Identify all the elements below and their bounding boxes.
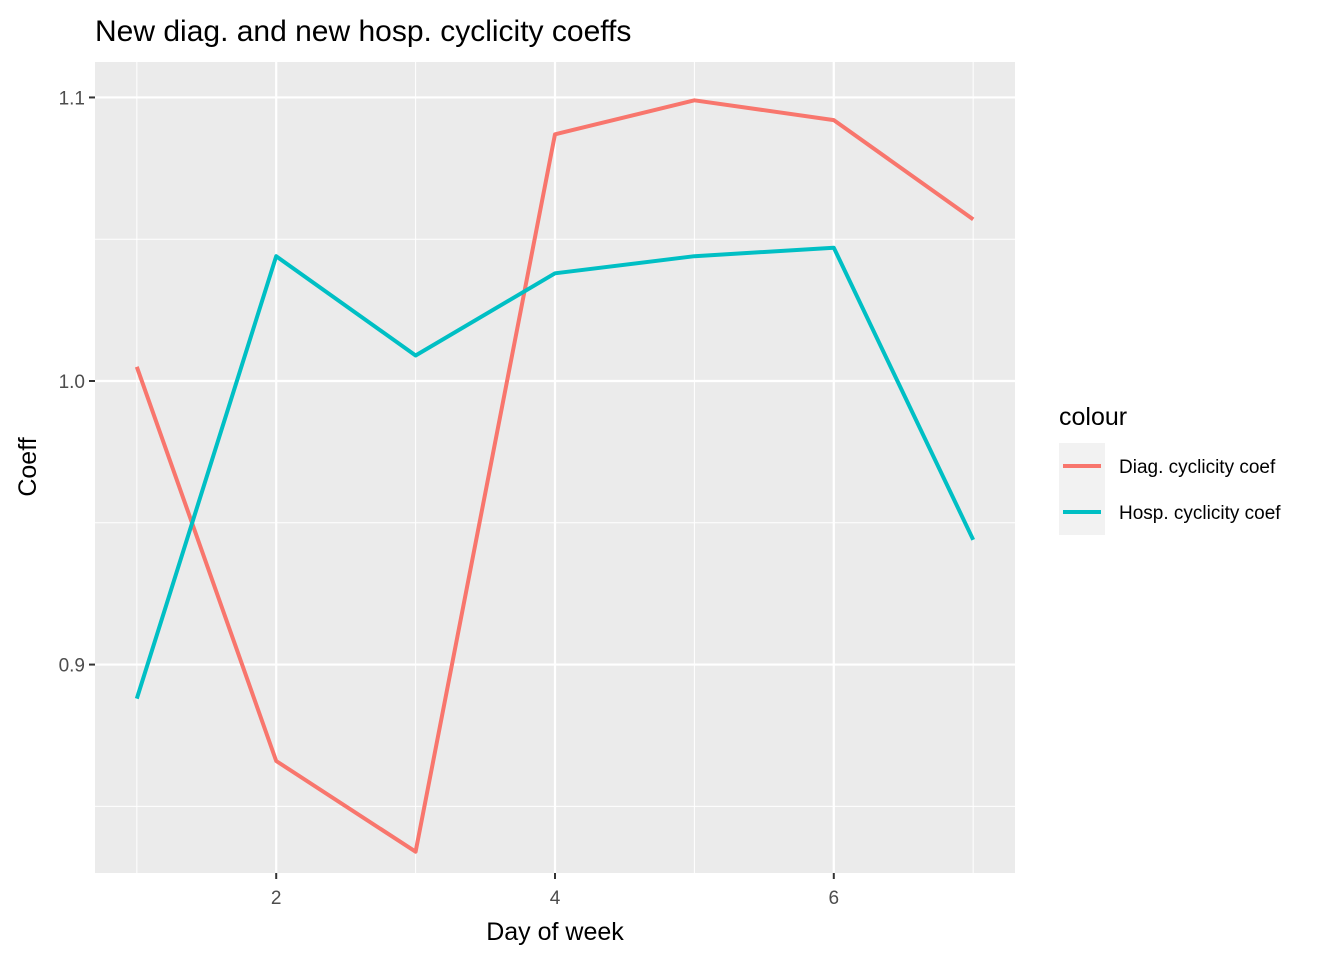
y-tick-label: 0.9 bbox=[59, 656, 85, 677]
series-line-1 bbox=[134, 98, 975, 854]
legend-label: Diag. cyclicity coef bbox=[1119, 457, 1276, 478]
x-tick-label: 4 bbox=[550, 888, 561, 909]
x-tick-label: 6 bbox=[828, 888, 839, 909]
legend-title: colour bbox=[1059, 403, 1127, 431]
y-axis-title: Coeff bbox=[14, 437, 42, 496]
grid-lines bbox=[95, 62, 1015, 873]
legend-label: Hosp. cyclicity coef bbox=[1119, 503, 1281, 524]
legend: colour Diag. cyclicity coef Hosp. cyclici… bbox=[1059, 403, 1281, 535]
x-axis-title: Day of week bbox=[486, 918, 624, 946]
chart-title: New diag. and new hosp. cyclicity coeffs bbox=[95, 15, 631, 48]
series-line-2 bbox=[134, 245, 976, 700]
y-tick-label: 1.1 bbox=[59, 88, 85, 109]
x-tick-label: 2 bbox=[271, 888, 282, 909]
y-tick-label: 1.0 bbox=[59, 372, 85, 393]
series-lines bbox=[134, 98, 976, 854]
axes: 2 4 6 0.9 1.0 1.1 bbox=[59, 88, 839, 909]
